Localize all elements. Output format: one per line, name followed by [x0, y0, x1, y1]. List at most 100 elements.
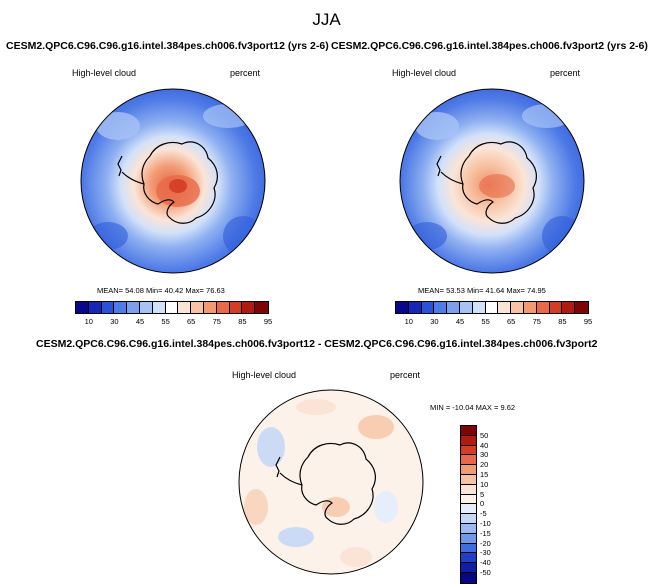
diff-colorbar	[460, 425, 477, 584]
colorbar-swatch	[88, 302, 102, 313]
right-polar-map	[399, 88, 585, 274]
colorbar-tick-label: 10	[84, 317, 93, 326]
colorbar-swatch	[114, 302, 128, 313]
colorbar-swatch	[461, 533, 476, 544]
colorbar-tick-label: -15	[480, 528, 491, 538]
right-colorbar-labels: 10 30 45 55 65 75 85 95	[395, 317, 593, 327]
colorbar-tick-label: 95	[583, 317, 593, 326]
colorbar-tick-label: 30	[480, 450, 489, 460]
colorbar-tick-label: 20	[480, 460, 489, 470]
colorbar-tick-label: -30	[480, 548, 491, 558]
colorbar-swatch	[461, 514, 476, 524]
colorbar-swatch	[127, 302, 140, 313]
colorbar-tick-label: 95	[263, 317, 273, 326]
colorbar-swatch	[255, 302, 268, 313]
right-variable-label: High-level cloud	[392, 68, 457, 78]
colorbar-swatch	[461, 455, 476, 466]
left-polar-map	[80, 88, 266, 274]
colorbar-swatch	[461, 553, 476, 564]
colorbar-swatch	[461, 465, 476, 475]
colorbar-swatch	[152, 302, 166, 313]
left-variable-label: High-level cloud	[72, 68, 137, 78]
colorbar-tick-label: 5	[480, 489, 485, 499]
colorbar-tick-label: -40	[480, 558, 491, 568]
colorbar-swatch	[461, 523, 476, 534]
colorbar-swatch	[461, 572, 476, 583]
colorbar-swatch	[461, 484, 476, 495]
colorbar-swatch	[485, 302, 499, 313]
colorbar-swatch	[191, 302, 204, 313]
colorbar-tick-label: -20	[480, 538, 491, 548]
colorbar-tick-label: -10	[480, 519, 491, 528]
colorbar-swatch	[76, 302, 89, 313]
left-stats: MEAN= 54.08 Min= 40.42 Max= 76.63	[97, 286, 225, 295]
colorbar-swatch	[447, 302, 460, 313]
colorbar-swatch	[101, 302, 115, 313]
colorbar-swatch	[139, 302, 153, 313]
colorbar-tick-label: 50	[480, 430, 489, 440]
colorbar-swatch	[511, 302, 524, 313]
colorbar-tick-label: 0	[480, 499, 485, 509]
main-title: JJA	[312, 10, 341, 29]
colorbar-tick-label: -50	[480, 568, 491, 577]
colorbar-tick-label: 75	[532, 317, 541, 326]
diff-colorbar-labels: 50 40 30 20 15 10 5 0 -5 -10 -15 -20 -30 -40 -50	[480, 425, 510, 577]
colorbar-tick-label: 45	[135, 317, 145, 326]
colorbar-swatch	[242, 302, 256, 313]
colorbar-swatch	[461, 445, 476, 456]
right-antarctica-outline	[460, 141, 537, 224]
colorbar-tick-label: 30	[430, 317, 439, 326]
colorbar-tick-label: 30	[110, 317, 119, 326]
left-units-label: percent	[230, 68, 261, 78]
colorbar-swatch	[536, 302, 550, 313]
colorbar-swatch	[498, 302, 512, 313]
colorbar-tick-label: 10	[480, 479, 489, 489]
left-colorbar-labels: 10 30 45 55 65 75 85 95	[75, 317, 273, 327]
diff-antarctica-outline	[299, 442, 376, 525]
colorbar-swatch	[461, 494, 476, 505]
right-stats: MEAN= 53.53 Min= 41.64 Max= 74.95	[418, 286, 546, 295]
colorbar-tick-label: 75	[212, 317, 221, 326]
colorbar-swatch	[575, 302, 588, 313]
left-antarctica-outline	[141, 141, 218, 224]
colorbar-swatch	[408, 302, 422, 313]
diff-map-disk	[239, 390, 423, 574]
left-colorbar	[75, 301, 269, 314]
colorbar-tick-label: 55	[161, 317, 170, 326]
colorbar-tick-label: 10	[404, 317, 413, 326]
colorbar-swatch	[459, 302, 473, 313]
right-units-label: percent	[550, 68, 581, 78]
colorbar-swatch	[461, 435, 476, 446]
colorbar-swatch	[523, 302, 537, 313]
colorbar-swatch	[461, 504, 476, 515]
colorbar-tick-label: 55	[481, 317, 490, 326]
colorbar-tick-label: -5	[480, 509, 487, 519]
colorbar-swatch	[461, 474, 476, 485]
colorbar-tick-label: 45	[455, 317, 465, 326]
left-panel-title: CESM2.QPC6.C96.C96.g16.intel.384pes.ch00…	[6, 40, 329, 52]
colorbar-swatch	[216, 302, 230, 313]
colorbar-tick-label: 15	[480, 470, 489, 479]
colorbar-swatch	[549, 302, 563, 313]
colorbar-swatch	[178, 302, 192, 313]
colorbar-swatch	[203, 302, 217, 313]
diff-variable-label: High-level cloud	[232, 370, 297, 380]
colorbar-tick-label: 65	[187, 317, 196, 326]
right-colorbar	[395, 301, 589, 314]
colorbar-swatch	[562, 302, 576, 313]
colorbar-swatch	[461, 426, 476, 436]
colorbar-tick-label: 40	[480, 440, 489, 450]
colorbar-swatch	[421, 302, 435, 313]
colorbar-swatch	[434, 302, 448, 313]
colorbar-swatch	[396, 302, 409, 313]
colorbar-tick-label: 85	[238, 317, 247, 326]
colorbar-swatch	[229, 302, 243, 313]
colorbar-tick-label: 85	[558, 317, 567, 326]
colorbar-swatch	[461, 563, 476, 573]
diff-panel-title: CESM2.QPC6.C96.C96.g16.intel.384pes.ch00…	[36, 338, 598, 350]
diff-units-label: percent	[390, 370, 421, 380]
colorbar-swatch	[472, 302, 486, 313]
colorbar-tick-label: 65	[507, 317, 516, 326]
diff-polar-map	[238, 389, 424, 575]
diff-stats: MIN = -10.04 MAX = 9.62	[430, 403, 516, 412]
